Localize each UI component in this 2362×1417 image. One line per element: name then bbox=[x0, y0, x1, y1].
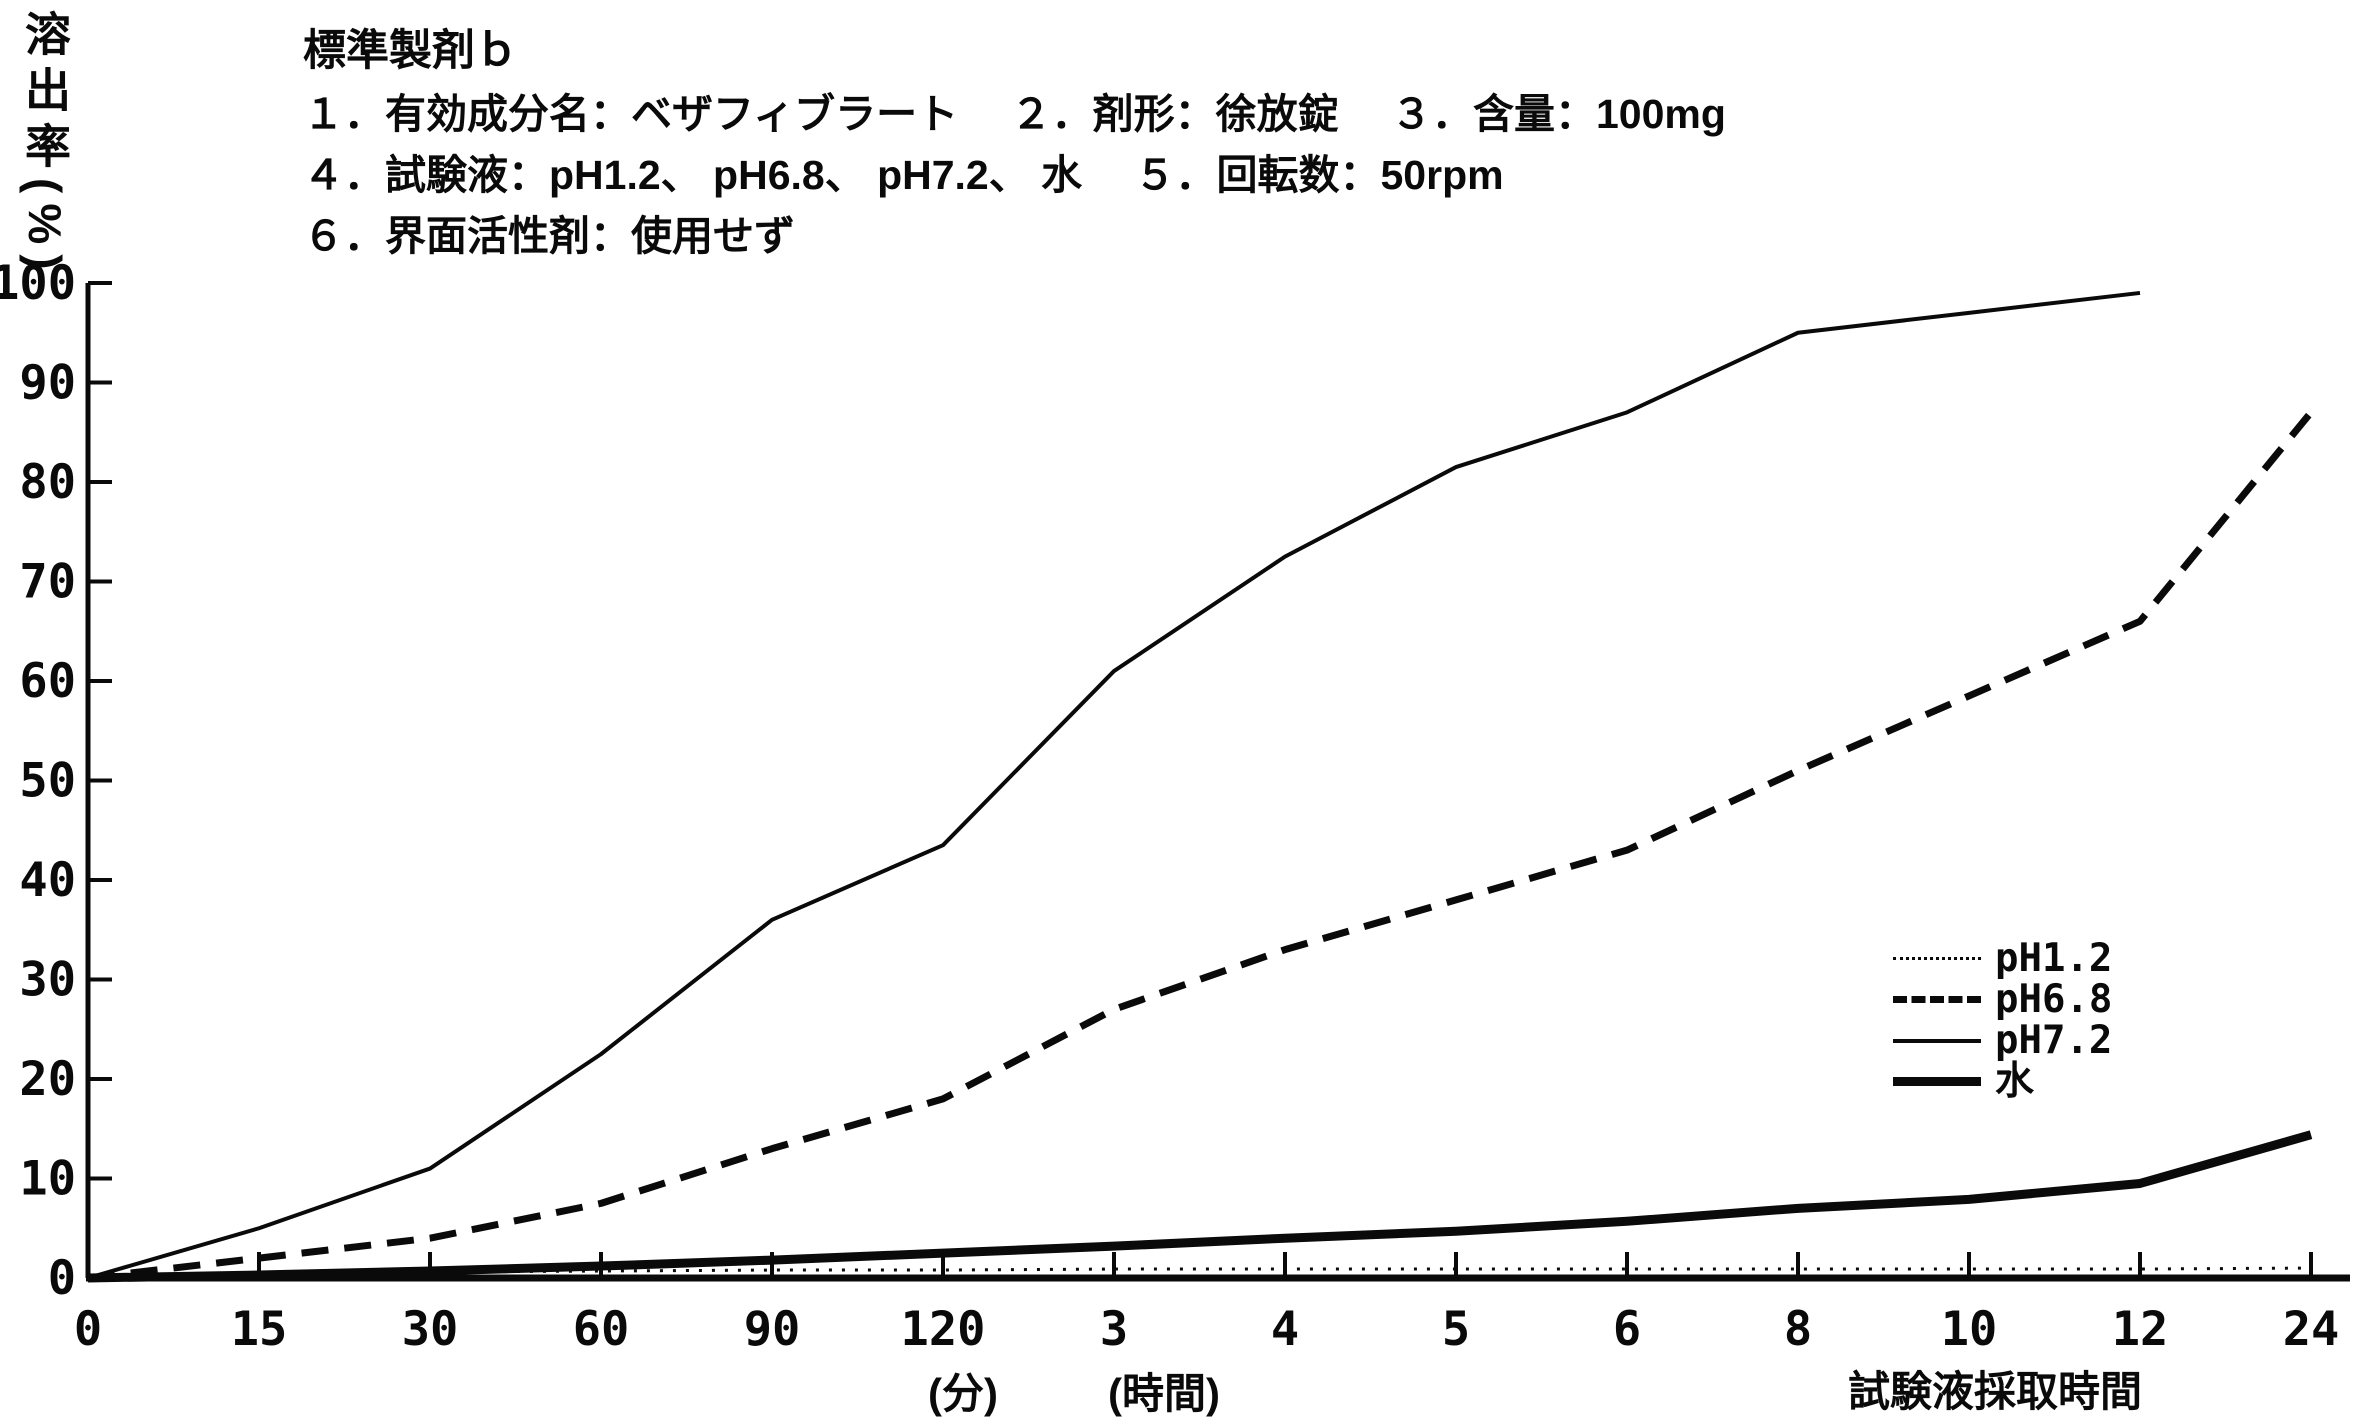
x-tick-label-120: 120 bbox=[901, 1302, 986, 1357]
x-tick-label-5: 5 bbox=[1442, 1302, 1470, 1357]
x-tick-label-0: 0 bbox=[74, 1302, 102, 1357]
y-tick-label-50: 50 bbox=[19, 754, 76, 809]
x-axis-caption: 試験液採取時間 bbox=[1848, 1368, 2143, 1415]
y-tick-label-90: 90 bbox=[19, 356, 76, 411]
series-line-pH7.2 bbox=[87, 290, 2141, 1280]
y-tick-label-60: 60 bbox=[19, 654, 76, 709]
y-axis-title: 溶出率(%) bbox=[19, 10, 71, 280]
y-tick-label-80: 80 bbox=[19, 455, 76, 510]
x-tick-label-8: 8 bbox=[1784, 1302, 1812, 1357]
legend-label: pH1.2 bbox=[1995, 936, 2113, 981]
x-tick-label-60: 60 bbox=[573, 1302, 630, 1357]
x-tick-label-12: 12 bbox=[2112, 1302, 2169, 1357]
legend-label: pH6.8 bbox=[1995, 977, 2113, 1022]
header-line-surfactant: ６．界面活性剤：使用せず bbox=[303, 213, 795, 259]
x-tick-label-24: 24 bbox=[2283, 1302, 2340, 1357]
x-tick-label-30: 30 bbox=[402, 1302, 459, 1357]
x-axis-unit-hours: (時間) bbox=[1108, 1370, 1220, 1417]
series-line-水 bbox=[87, 1130, 2313, 1283]
x-tick-label-10: 10 bbox=[1941, 1302, 1998, 1357]
legend-item-ph72: pH7.2 bbox=[1893, 1020, 2112, 1061]
legend-label: 水 bbox=[1995, 1059, 2035, 1104]
x-tick-label-4: 4 bbox=[1271, 1302, 1299, 1357]
thin-solid-line-icon bbox=[1893, 1038, 1981, 1043]
legend-item-ph12: pH1.2 bbox=[1893, 938, 2112, 979]
header-line-media: ４．試験液：pH1.2、 pH6.8、 pH7.2、 水 ５．回転数：50rpm bbox=[303, 152, 1504, 198]
thick-solid-line-icon bbox=[1893, 1077, 1981, 1086]
dotted-line-icon bbox=[1893, 957, 1981, 960]
y-tick-label-20: 20 bbox=[19, 1052, 76, 1107]
series-line-pH6.8 bbox=[87, 410, 2314, 1282]
chart-legend: pH1.2 pH6.8 pH7.2 水 bbox=[1893, 938, 2112, 1102]
x-tick-label-90: 90 bbox=[744, 1302, 801, 1357]
y-tick-label-10: 10 bbox=[19, 1152, 76, 1207]
dashed-line-icon bbox=[1893, 996, 1981, 1003]
x-tick-label-6: 6 bbox=[1613, 1302, 1641, 1357]
legend-item-ph68: pH6.8 bbox=[1893, 979, 2112, 1020]
y-tick-label-0: 0 bbox=[48, 1251, 76, 1306]
y-tick-label-40: 40 bbox=[19, 853, 76, 908]
y-tick-label-30: 30 bbox=[19, 953, 76, 1008]
y-tick-label-100: 100 bbox=[0, 256, 76, 311]
x-axis-unit-minutes: (分) bbox=[928, 1370, 998, 1417]
y-tick-label-70: 70 bbox=[19, 555, 76, 610]
x-tick-label-3: 3 bbox=[1100, 1302, 1128, 1357]
chart-title: 標準製剤ｂ bbox=[303, 27, 518, 75]
legend-item-water: 水 bbox=[1893, 1061, 2112, 1102]
header-line-ingredient: １．有効成分名：ベザフィブラート ２．剤形：徐放錠 ３．含量：100mg bbox=[303, 91, 1726, 137]
x-tick-label-15: 15 bbox=[231, 1302, 288, 1357]
legend-label: pH7.2 bbox=[1995, 1018, 2113, 1063]
